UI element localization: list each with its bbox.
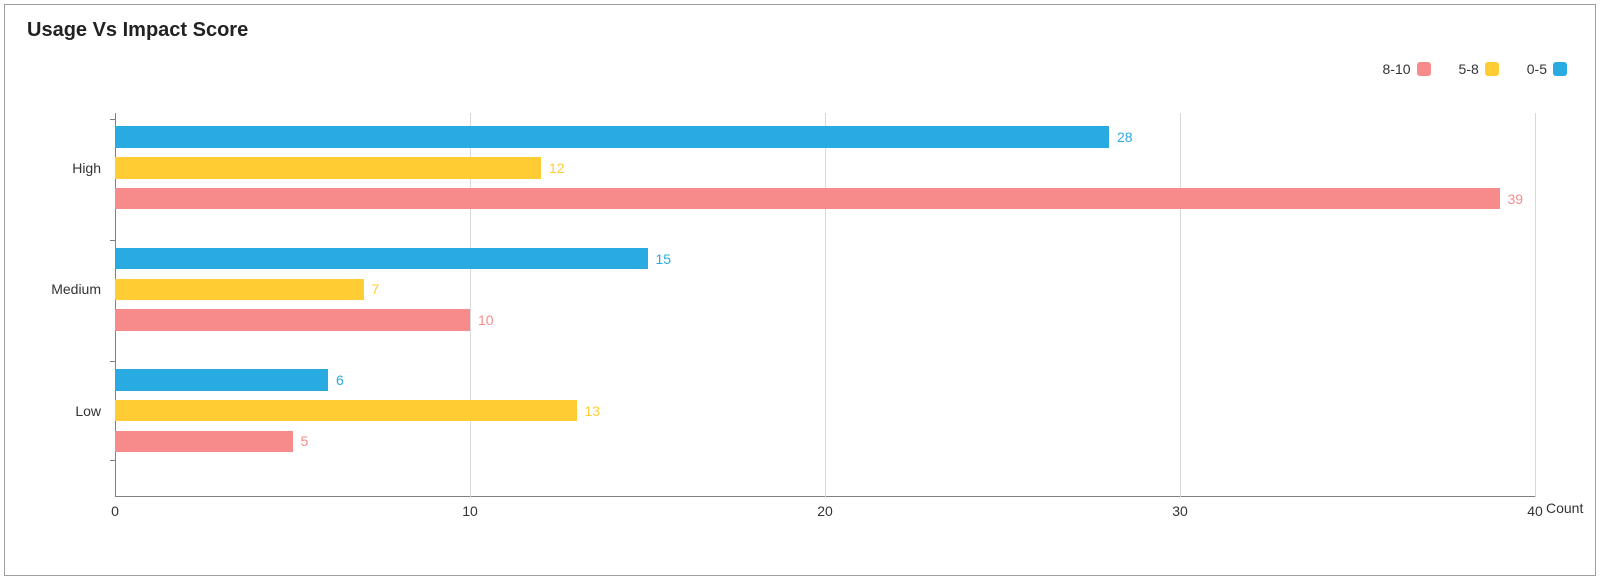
grid-line [825,113,826,497]
y-category-label: Medium [51,281,101,297]
chart-title: Usage Vs Impact Score [27,19,248,42]
bar-value-label: 13 [584,403,600,419]
grid-line [1180,113,1181,497]
legend-item-8-10[interactable]: 8-10 [1383,61,1431,77]
bar-value-label: 15 [656,251,672,267]
plot-area: 010203040High281239Medium15710Low6135 [115,113,1535,497]
bar-value-label: 12 [549,160,565,176]
y-category-label: Low [75,403,101,419]
x-tick-label: 40 [1527,503,1543,519]
y-tick [110,361,115,362]
legend-swatch [1485,62,1499,76]
bar-high-5-8[interactable] [115,157,541,179]
bar-value-label: 6 [336,372,344,388]
legend-swatch [1417,62,1431,76]
bar-medium-8-10[interactable] [115,309,470,331]
bar-medium-0-5[interactable] [115,248,648,270]
y-category-label: High [72,160,101,176]
x-axis-title: Count [1546,500,1583,516]
bar-low-8-10[interactable] [115,431,293,453]
bar-high-8-10[interactable] [115,188,1500,210]
bar-medium-5-8[interactable] [115,279,364,301]
legend-item-5-8[interactable]: 5-8 [1459,61,1499,77]
y-tick [110,119,115,120]
x-tick-label: 0 [111,503,119,519]
bar-low-5-8[interactable] [115,400,577,422]
chart-card: Usage Vs Impact Score 8-10 5-8 0-5 0 10 20 30… [4,4,1596,576]
x-tick-label: 20 [817,503,833,519]
y-tick [110,460,115,461]
bar-value-label: 39 [1508,191,1524,207]
bar-value-label: 7 [372,281,380,297]
legend-label: 0-5 [1527,61,1547,77]
bar-value-label: 28 [1117,129,1133,145]
legend-item-0-5[interactable]: 0-5 [1527,61,1567,77]
legend-label: 8-10 [1383,61,1411,77]
y-tick [110,240,115,241]
bar-value-label: 5 [301,433,309,449]
x-tick-label: 10 [462,503,478,519]
legend: 8-10 5-8 0-5 [1383,61,1568,77]
grid-line [1535,113,1536,497]
legend-label: 5-8 [1459,61,1479,77]
bar-low-0-5[interactable] [115,369,328,391]
legend-swatch [1553,62,1567,76]
x-tick-label: 30 [1172,503,1188,519]
bar-high-0-5[interactable] [115,126,1109,148]
bar-value-label: 10 [478,312,494,328]
